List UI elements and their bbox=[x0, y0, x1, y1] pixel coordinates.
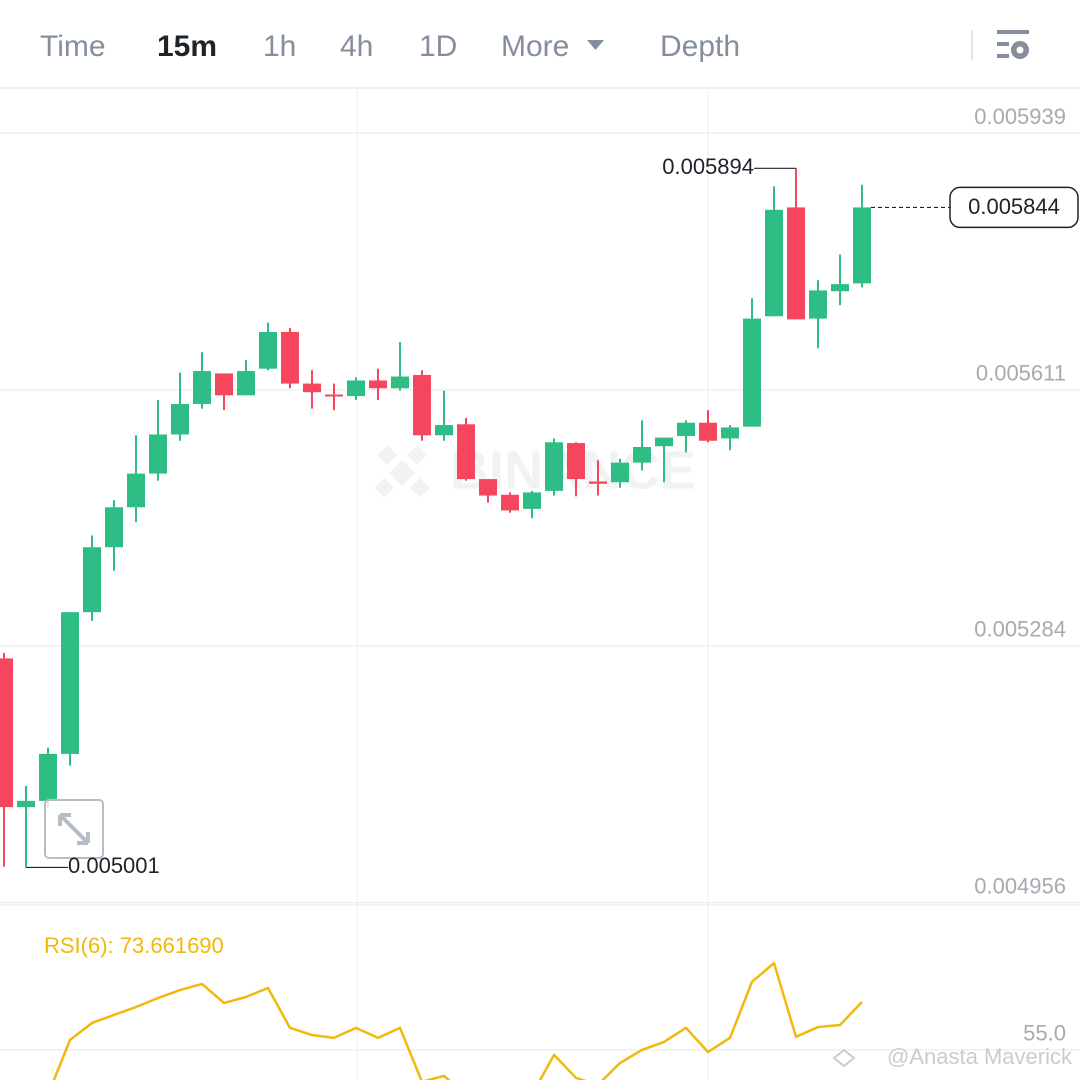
icon-bar bbox=[997, 30, 1029, 34]
icon-bar bbox=[997, 42, 1009, 46]
timeframe-tab[interactable]: 15m bbox=[157, 30, 217, 63]
candle-body bbox=[61, 612, 79, 754]
y-tick-label: 0.005939 bbox=[974, 104, 1066, 129]
candle-body bbox=[787, 207, 805, 320]
icon-bar bbox=[997, 54, 1009, 58]
timeframe-tab[interactable]: Depth bbox=[660, 30, 740, 63]
y-tick-label: 0.005284 bbox=[974, 617, 1066, 642]
timeframe-tab[interactable]: More bbox=[501, 30, 569, 63]
candle-body bbox=[39, 753, 57, 801]
candle-body bbox=[655, 437, 673, 447]
candle-body bbox=[699, 422, 717, 441]
logo-part bbox=[406, 445, 427, 466]
logo-part bbox=[389, 460, 415, 486]
candle-body bbox=[259, 331, 277, 369]
settings-icon[interactable] bbox=[997, 30, 1029, 59]
candle-body bbox=[545, 442, 563, 491]
y-tick-label: 0.005611 bbox=[976, 361, 1066, 386]
y-tick-label: 55.0 bbox=[1023, 1021, 1066, 1046]
watermark-logo bbox=[374, 445, 430, 498]
candle-body bbox=[479, 479, 497, 496]
timeframe-tab[interactable]: 1h bbox=[263, 30, 296, 63]
candle-body bbox=[347, 380, 365, 397]
candle-body bbox=[853, 207, 871, 284]
candle-body bbox=[457, 424, 475, 480]
candle-body bbox=[413, 374, 431, 436]
candle-body bbox=[303, 383, 321, 393]
timeframe-tab[interactable]: 1D bbox=[419, 30, 457, 63]
dropdown-caret bbox=[587, 40, 604, 50]
candle-body bbox=[589, 481, 607, 484]
candle-body bbox=[0, 658, 13, 808]
price-pane bbox=[0, 132, 1080, 904]
candle-body bbox=[743, 318, 761, 427]
expand-button[interactable] bbox=[44, 799, 104, 859]
indicator-label: RSI(6): 73.661690 bbox=[44, 933, 224, 958]
high-label: 0.005894 bbox=[662, 154, 754, 179]
logo-shape bbox=[832, 1048, 856, 1068]
candle-body bbox=[721, 427, 739, 439]
logo-part bbox=[377, 445, 398, 466]
candle-body bbox=[171, 403, 189, 435]
candle-body bbox=[611, 462, 629, 483]
low-label: 0.005001 bbox=[68, 853, 160, 878]
candle-body bbox=[237, 371, 255, 396]
candle-body bbox=[149, 434, 167, 474]
last-price-label: 0.005844 bbox=[968, 194, 1060, 219]
candle-body bbox=[633, 447, 651, 463]
last-price-box bbox=[949, 186, 1079, 229]
candle-body bbox=[17, 800, 35, 808]
timeframe-bar: Time 15m 1h 4h 1D More Depth bbox=[0, 30, 1080, 89]
logo-part bbox=[409, 477, 430, 498]
credit: @Anasta Maverick bbox=[887, 1044, 1073, 1069]
timeframe-tab[interactable]: Time bbox=[40, 30, 106, 63]
candle-body bbox=[369, 380, 387, 389]
candle-body bbox=[83, 547, 101, 613]
candle-body bbox=[831, 284, 849, 292]
candle-body bbox=[765, 209, 783, 317]
candle-body bbox=[215, 373, 233, 396]
candle-body bbox=[435, 425, 453, 436]
candle-body bbox=[677, 422, 695, 437]
candle-body bbox=[523, 492, 541, 509]
candle-body bbox=[193, 371, 211, 404]
y-tick-label: 0.004956 bbox=[974, 873, 1066, 898]
expand-icon bbox=[58, 813, 90, 845]
candle-body bbox=[501, 494, 519, 511]
credit-logo bbox=[832, 1048, 856, 1068]
candle-body bbox=[391, 376, 409, 389]
timeframe-tab[interactable]: 4h bbox=[340, 30, 373, 63]
candle-body bbox=[809, 290, 827, 319]
logo-part bbox=[374, 477, 395, 498]
candle-body bbox=[105, 507, 123, 548]
candle-body bbox=[325, 394, 343, 397]
candle-body bbox=[281, 331, 299, 384]
icon-gear-hole bbox=[1016, 46, 1024, 54]
rsi-pane bbox=[0, 961, 1080, 1080]
rsi-line bbox=[52, 961, 863, 1080]
candle-body bbox=[127, 473, 145, 508]
candle-body bbox=[567, 443, 585, 480]
